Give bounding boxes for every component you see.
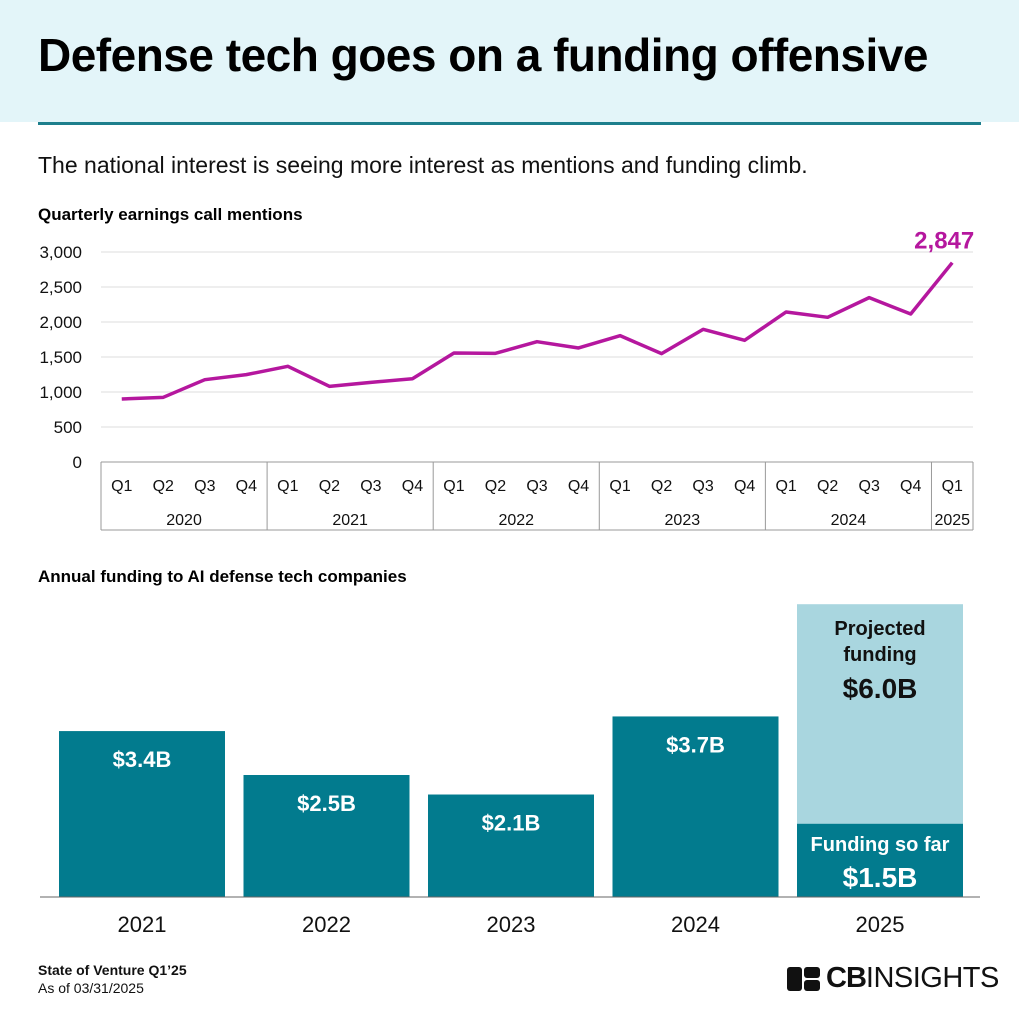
bar: [59, 731, 225, 897]
subtitle: The national interest is seeing more int…: [38, 152, 808, 178]
y-tick-label: 2,500: [39, 278, 82, 297]
bar-category-label: 2024: [671, 912, 720, 937]
x-tick-year: 2020: [166, 512, 202, 529]
logo-insights-text: INSIGHTS: [865, 962, 999, 994]
x-tick-quarter: Q1: [111, 478, 132, 495]
x-tick-quarter: Q3: [692, 478, 713, 495]
bar-chart-title: Annual funding to AI defense tech compan…: [38, 567, 407, 586]
cb-insights-logo: CB INSIGHTS: [787, 962, 999, 995]
sofar-label: Funding so far: [811, 834, 950, 856]
source-label: State of Venture Q1’25: [38, 962, 187, 978]
x-tick-quarter: Q4: [900, 478, 921, 495]
y-tick-label: 1,000: [39, 383, 82, 402]
bar-category-label: 2025: [856, 912, 905, 937]
x-tick-quarter: Q4: [236, 478, 257, 495]
bar-value-label: $3.4B: [113, 747, 172, 772]
y-tick-label: 500: [54, 418, 82, 437]
x-tick-quarter: Q3: [859, 478, 880, 495]
bar-value-label: $1.5B: [843, 862, 918, 893]
logo-mark-icon: [787, 966, 820, 991]
x-tick-quarter: Q1: [277, 478, 298, 495]
x-tick-quarter: Q3: [360, 478, 381, 495]
y-tick-label: 3,000: [39, 243, 82, 262]
y-tick-label: 0: [73, 453, 82, 472]
bar-category-label: 2021: [118, 912, 167, 937]
projected-value: $6.0B: [843, 673, 918, 704]
mentions-line: [121, 261, 954, 401]
x-tick-quarter: Q3: [526, 478, 547, 495]
x-tick-quarter: Q1: [443, 478, 464, 495]
date-label: As of 03/31/2025: [38, 980, 144, 996]
bar-category-label: 2022: [302, 912, 351, 937]
x-tick-quarter: Q2: [153, 478, 174, 495]
end-value-label: 2,847: [914, 228, 974, 255]
x-tick-quarter: Q3: [194, 478, 215, 495]
bar: [612, 716, 779, 897]
y-tick-label: 1,500: [39, 348, 82, 367]
bar-category-label: 2023: [487, 912, 536, 937]
x-tick-quarter: Q1: [775, 478, 796, 495]
bar: [243, 775, 410, 897]
x-tick-quarter: Q2: [817, 478, 838, 495]
x-tick-quarter: Q2: [319, 478, 340, 495]
x-tick-quarter: Q4: [568, 478, 589, 495]
bar-value-label: $2.1B: [482, 811, 541, 836]
projected-label: Projected: [834, 618, 925, 640]
bar-value-label: $3.7B: [666, 732, 725, 757]
x-tick-year: 2021: [332, 512, 368, 529]
bar: [797, 823, 963, 897]
header-banner: [0, 0, 1019, 122]
logo-cb-text: CB: [826, 962, 867, 994]
page-title: Defense tech goes on a funding offensive: [38, 29, 928, 81]
bar-value-label: $2.5B: [297, 791, 356, 816]
x-tick-year: 2025: [934, 512, 970, 529]
x-tick-quarter: Q2: [485, 478, 506, 495]
x-tick-year: 2024: [831, 512, 867, 529]
bar: [428, 794, 594, 897]
x-tick-quarter: Q4: [734, 478, 755, 495]
x-tick-year: 2023: [665, 512, 701, 529]
header-divider: [38, 122, 981, 125]
x-tick-quarter: Q1: [609, 478, 630, 495]
x-tick-quarter: Q2: [651, 478, 672, 495]
x-tick-quarter: Q1: [942, 478, 963, 495]
x-tick-quarter: Q4: [402, 478, 423, 495]
line-chart-title: Quarterly earnings call mentions: [38, 205, 303, 224]
projected-label: funding: [843, 644, 916, 666]
y-tick-label: 2,000: [39, 313, 82, 332]
x-tick-year: 2022: [498, 512, 534, 529]
